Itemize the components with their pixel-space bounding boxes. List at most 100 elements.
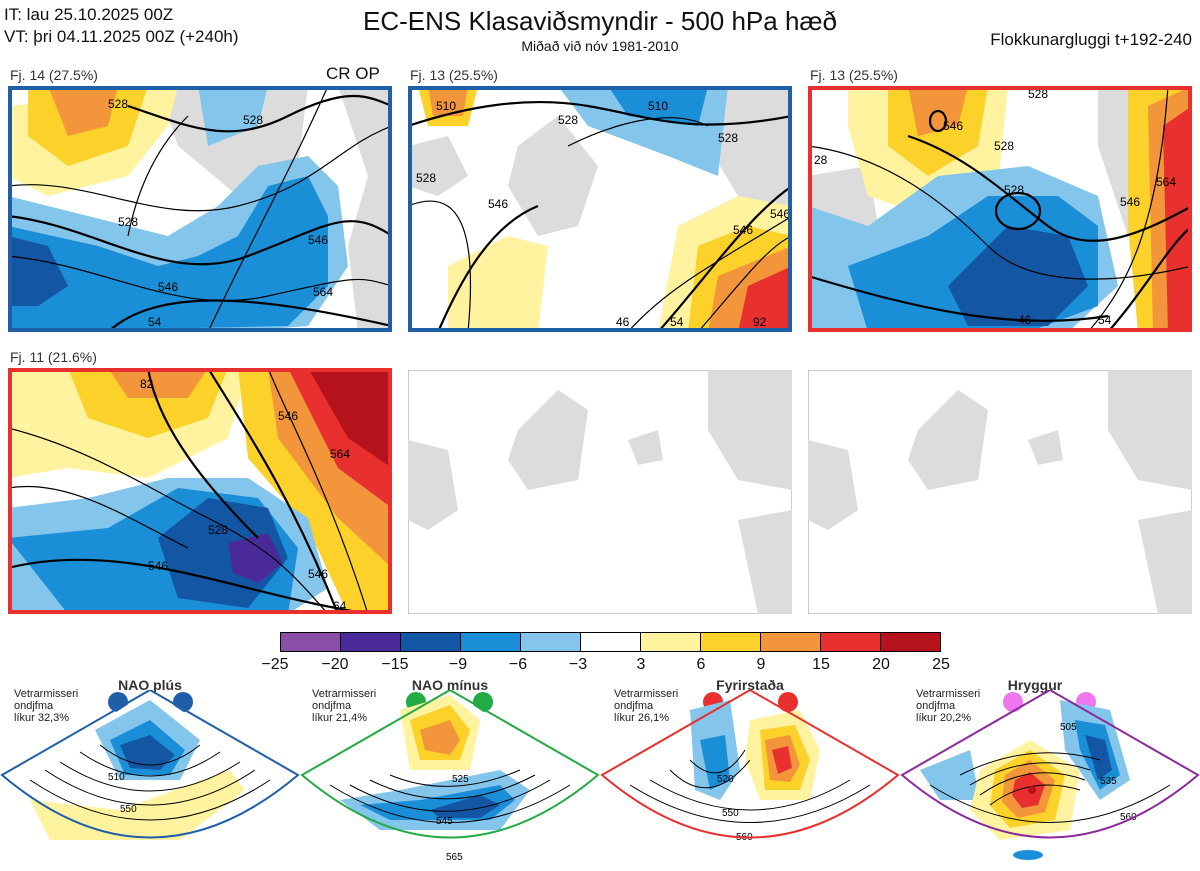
colorbar-cell	[401, 633, 461, 651]
page-subtitle: Miðað við nóv 1981-2010	[521, 38, 679, 54]
regime-1-dot	[108, 692, 128, 712]
regime-3-contour-label-1: 520	[717, 774, 734, 785]
colorbar-tick: 3	[636, 656, 646, 673]
colorbar-tick: −25	[261, 656, 289, 673]
panel-2-contour-label-11: 92	[753, 315, 767, 329]
panel-1-contour-label-1: 528	[108, 97, 128, 111]
panel-2-contour-label-8: 546	[770, 207, 790, 221]
regime-2-contour-label-1: 525	[452, 774, 469, 785]
panel-2-contour-label-5: 528	[416, 171, 436, 185]
panel-1-label: Fj. 14 (27.5%)	[10, 67, 98, 83]
issue-time: IT: lau 25.10.2025 00Z	[4, 5, 174, 24]
panel-3-contour-label-4: 546	[1120, 195, 1140, 209]
regime-1-note-line-1: Vetrarmisseri	[14, 688, 79, 700]
panel-4-border	[8, 368, 392, 614]
cluster-map-4: 528 546 546 564 546 64 82	[8, 368, 392, 614]
colorbar-cell	[641, 633, 701, 651]
regime-3-likelihood: líkur 26,1%	[614, 712, 670, 724]
colorbar-cell	[521, 633, 581, 651]
panel-1-contour-label-3: 546	[308, 233, 328, 247]
colorbar-tick: 20	[872, 656, 890, 673]
classification-window: Flokkunargluggi t+192-240	[990, 30, 1192, 49]
panel-3-contour-label-8: 28	[814, 153, 828, 167]
colorbar-tick: 6	[696, 656, 706, 673]
regime-2-note-line-2: ondjfma	[312, 700, 352, 712]
colorbar-cell	[761, 633, 821, 651]
regime-4-note: Vetrarmisseri ondjfma líkur 20,2%	[916, 688, 980, 724]
regime-1-contour-label-1: 510	[108, 772, 125, 783]
panel-2-contour-label-2: 510	[648, 99, 668, 113]
regime-3-note: Vetrarmisseri ondjfma líkur 26,1%	[614, 688, 678, 724]
regime-2-likelihood: líkur 21,4%	[312, 712, 368, 724]
colorbar-cell	[581, 633, 641, 651]
colorbar-cell	[821, 633, 881, 651]
colorbar-tick: 9	[756, 656, 766, 673]
regime-4-border	[900, 690, 1200, 839]
panel-1-contour-label-2: 528	[243, 113, 263, 127]
empty-map-5	[408, 370, 792, 614]
panel-1-crop-label: CR OP	[326, 64, 380, 83]
regime-1-name: NAO plús	[118, 677, 182, 693]
regime-4-contour-label-2: 535	[1100, 776, 1117, 787]
colorbar-tick: −3	[568, 656, 588, 673]
panel-3-contour-label-3: 546	[943, 119, 963, 133]
panel-2-contour-label-9: 54	[670, 315, 684, 329]
panel-3-contour-label-7: 46	[1018, 313, 1032, 327]
panel-2-contour-label-4: 528	[718, 131, 738, 145]
cluster-map-2: 510 510 528 528 528 546 546 546 54 46 92	[408, 86, 792, 332]
regime-1-likelihood: líkur 32,3%	[14, 712, 70, 724]
regime-3-note-line-2: ondjfma	[614, 700, 654, 712]
colorbar-tick: 25	[932, 656, 950, 673]
regime-4-note-line-1: Vetrarmisseri	[916, 688, 981, 700]
panel-4-contour-label-2: 546	[148, 559, 168, 573]
panel-2-contour-label-10: 46	[616, 315, 630, 329]
panel-3-label: Fj. 13 (25.5%)	[810, 67, 898, 83]
panel-2-contour-label-6: 546	[488, 197, 508, 211]
panel-4-label: Fj. 11 (21.6%)	[10, 349, 97, 365]
panel-2-contour-label-3: 528	[558, 113, 578, 127]
panel-3-contour-label-6: 54	[1098, 313, 1112, 327]
regime-4-contour-label-3: 560	[1120, 812, 1137, 823]
header-info: IT: lau 25.10.2025 00Z VT: þri 04.11.202…	[4, 4, 239, 48]
regime-2-border	[300, 690, 600, 839]
panel-2-label: Fj. 13 (25.5%)	[410, 67, 498, 83]
panel-3-border	[808, 86, 1192, 332]
colorbar-cell	[881, 633, 940, 651]
regime-4-dot	[1003, 692, 1023, 712]
regime-2-contour-label-2: 545	[436, 816, 453, 827]
colorbar	[280, 632, 941, 652]
regime-3-note-line-1: Vetrarmisseri	[614, 688, 679, 700]
panel-2-contour-label-1: 510	[436, 99, 456, 113]
panel-4-contour-label-7: 82	[140, 377, 154, 391]
panel-1-border	[8, 86, 392, 332]
regime-4-likelihood: líkur 20,2%	[916, 712, 972, 724]
regime-2-name: NAO mínus	[411, 677, 489, 693]
regime-1-note: Vetrarmisseri ondjfma líkur 32,3%	[14, 688, 78, 724]
panel-1-contour-label-5: 528	[118, 215, 138, 229]
regime-3-border	[600, 690, 900, 839]
panel-1-contour-label-4: 564	[313, 285, 333, 299]
empty-map-6	[808, 370, 1192, 614]
panel-3-contour-label-9: 528	[994, 139, 1014, 153]
panel-4-contour-label-5: 546	[308, 567, 328, 581]
colorbar-tick: −9	[448, 656, 468, 673]
regime-3-dot	[778, 692, 798, 712]
panel-2-contour-label-7: 546	[733, 223, 753, 237]
valid-time: VT: þri 04.11.2025 00Z (+240h)	[4, 27, 239, 46]
panel-1-contour-label-6: 546	[158, 280, 178, 294]
colorbar-cell	[461, 633, 521, 651]
regime-3-contour-label-2: 550	[722, 808, 739, 819]
panel-4-contour-label-6: 64	[333, 599, 347, 613]
colorbar-tick: −6	[508, 656, 528, 673]
panel-4-contour-label-4: 564	[330, 447, 350, 461]
colorbar-cell	[341, 633, 401, 651]
regime-4-contour-label-1: 505	[1060, 722, 1077, 733]
regime-1-border	[0, 690, 300, 839]
regime-4-note-line-2: ondjfma	[916, 700, 956, 712]
panel-2-border	[408, 86, 792, 332]
regime-1-contour-label-2: 550	[120, 804, 137, 815]
colorbar-cell	[281, 633, 341, 651]
colorbar-cell	[701, 633, 761, 651]
page-title: EC-ENS Klasaviðsmyndir - 500 hPa hæð	[363, 6, 837, 36]
colorbar-tick: −15	[381, 656, 409, 673]
